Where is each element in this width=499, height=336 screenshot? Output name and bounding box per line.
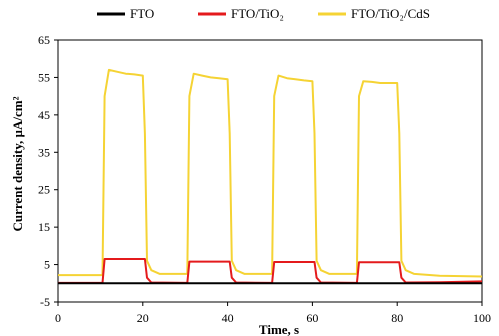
y-tick-label: 5 <box>44 258 50 272</box>
plot-frame <box>57 39 483 303</box>
series-fto-tio2-line <box>58 258 483 284</box>
legend-label: FTO/TiO₂ <box>231 6 284 21</box>
legend-label: FTO/TiO₂/CdS <box>351 6 430 21</box>
y-tick-label: 55 <box>38 70 50 84</box>
legend: FTO FTO/TiO₂ FTO/TiO₂/CdS <box>97 6 430 21</box>
y-axis: -5 5 15 25 35 45 55 65 <box>38 33 58 309</box>
series-fto-tio2-cds-line <box>58 68 483 278</box>
y-tick-label: 15 <box>38 220 50 234</box>
y-tick-label: -5 <box>40 295 50 309</box>
x-tick-label: 80 <box>391 311 403 325</box>
x-tick-label: 100 <box>473 311 491 325</box>
x-axis-title: Time, s <box>259 322 299 336</box>
y-tick-label: 65 <box>38 33 50 47</box>
x-axis: 0 20 40 60 80 100 <box>55 302 491 325</box>
plot-area <box>57 39 483 303</box>
legend-item-fto-tio2: FTO/TiO₂ <box>198 6 284 21</box>
legend-label: FTO <box>130 6 154 21</box>
y-axis-title: Current density, µA/cm² <box>10 96 25 231</box>
x-tick-label: 0 <box>55 311 61 325</box>
y-tick-label: 25 <box>38 183 50 197</box>
x-tick-label: 20 <box>137 311 149 325</box>
x-tick-label: 40 <box>222 311 234 325</box>
legend-item-fto-tio2-cds: FTO/TiO₂/CdS <box>318 6 430 21</box>
y-tick-label: 45 <box>38 108 50 122</box>
legend-item-fto: FTO <box>97 6 154 21</box>
x-tick-label: 60 <box>306 311 318 325</box>
y-tick-label: 35 <box>38 145 50 159</box>
